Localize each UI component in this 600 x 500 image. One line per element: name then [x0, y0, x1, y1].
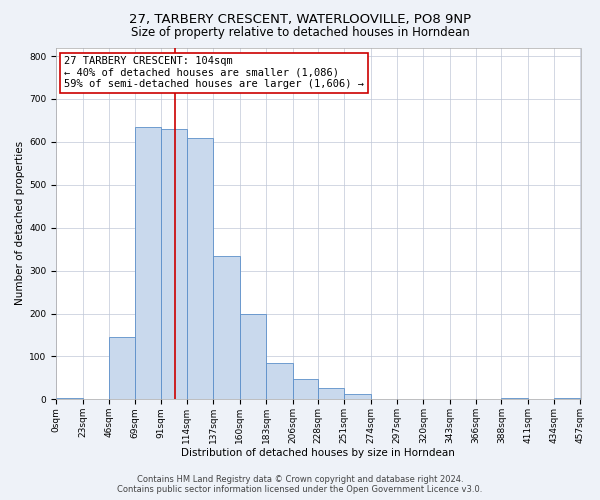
Bar	[293, 379, 318, 400]
Bar	[109, 337, 136, 400]
Bar	[187, 138, 214, 400]
Bar	[318, 388, 344, 400]
Text: 27, TARBERY CRESCENT, WATERLOOVILLE, PO8 9NP: 27, TARBERY CRESCENT, WATERLOOVILLE, PO8…	[129, 12, 471, 26]
Bar	[214, 256, 240, 400]
X-axis label: Distribution of detached houses by size in Horndean: Distribution of detached houses by size …	[181, 448, 455, 458]
Y-axis label: Number of detached properties: Number of detached properties	[15, 142, 25, 306]
Text: Size of property relative to detached houses in Horndean: Size of property relative to detached ho…	[131, 26, 469, 39]
Bar	[266, 363, 293, 400]
Bar	[344, 394, 371, 400]
Bar	[502, 398, 528, 400]
Bar	[56, 398, 83, 400]
Bar	[136, 127, 161, 400]
Bar	[554, 398, 580, 400]
Bar	[240, 314, 266, 400]
Text: Contains HM Land Registry data © Crown copyright and database right 2024.
Contai: Contains HM Land Registry data © Crown c…	[118, 474, 482, 494]
Text: 27 TARBERY CRESCENT: 104sqm
← 40% of detached houses are smaller (1,086)
59% of : 27 TARBERY CRESCENT: 104sqm ← 40% of det…	[64, 56, 364, 90]
Bar	[161, 129, 187, 400]
